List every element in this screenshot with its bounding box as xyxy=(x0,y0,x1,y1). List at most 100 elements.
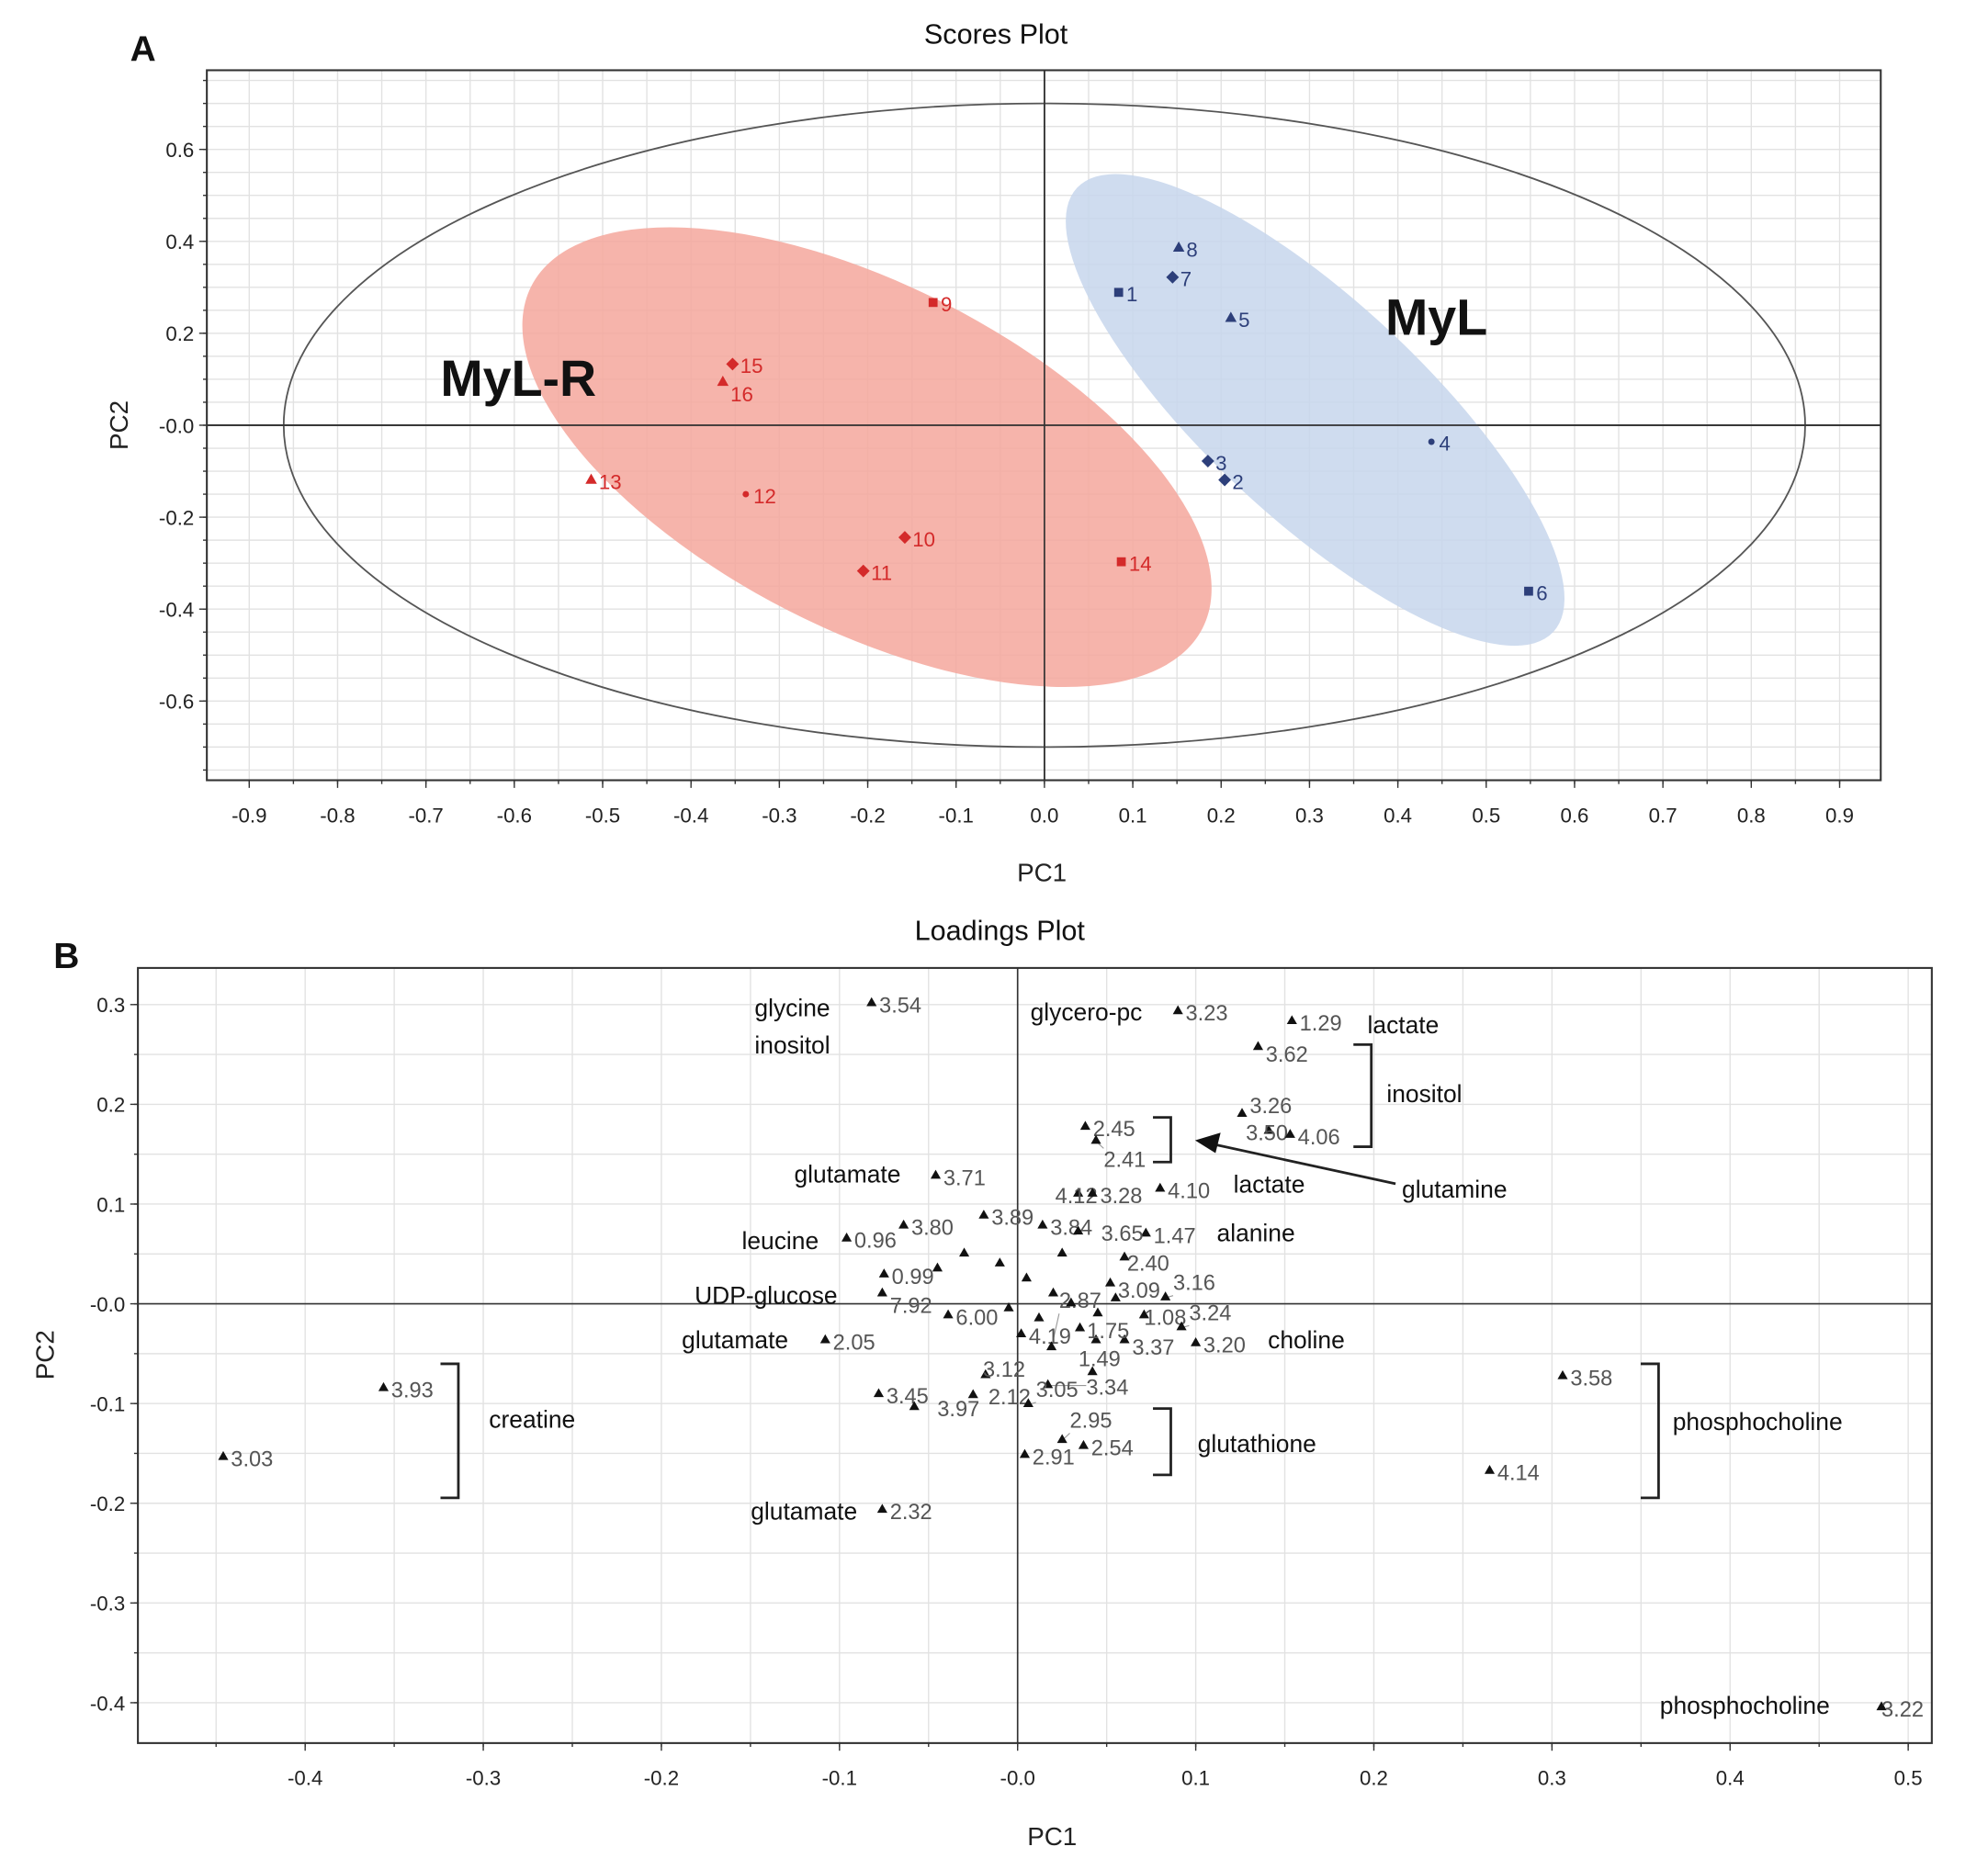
loading-label: 2.12 xyxy=(988,1386,1031,1410)
y-tick-label: -0.2 xyxy=(90,1492,125,1515)
loading-label: 0.96 xyxy=(854,1230,897,1254)
loading-label: 3.45 xyxy=(887,1385,929,1409)
x-tick-label: 0.3 xyxy=(1295,804,1324,827)
loading-point xyxy=(1160,1291,1171,1301)
loading-point xyxy=(876,1503,887,1514)
x-tick-label: -0.8 xyxy=(320,804,355,827)
y-tick-label: -0.0 xyxy=(159,414,194,437)
loading-label: 3.84 xyxy=(1050,1217,1092,1241)
point-label: 12 xyxy=(753,485,776,508)
loading-label: 3.80 xyxy=(911,1217,954,1241)
loading-label: 3.89 xyxy=(991,1207,1034,1231)
loading-point xyxy=(1092,1307,1103,1317)
point-label: 15 xyxy=(740,355,763,377)
bracket xyxy=(1640,1362,1660,1500)
metabolite-annotation: glutamine xyxy=(1402,1176,1507,1203)
x-tick-label: -0.3 xyxy=(762,804,796,827)
x-tick-label: 0.2 xyxy=(1360,1767,1388,1790)
plot-frame xyxy=(137,966,1933,1744)
bracket xyxy=(440,1362,460,1500)
point-square xyxy=(1524,586,1533,596)
loading-point xyxy=(1079,1120,1090,1131)
loading-point xyxy=(1073,1225,1084,1235)
x-tick-label: 0.8 xyxy=(1737,804,1766,827)
loading-point xyxy=(967,1389,978,1399)
group-ellipse-0 xyxy=(522,227,1212,688)
x-tick-label: 0.5 xyxy=(1472,804,1500,827)
loading-label: 2.45 xyxy=(1093,1118,1135,1142)
x-tick-label: -0.3 xyxy=(466,1767,501,1790)
point-label: 14 xyxy=(1129,552,1152,575)
loading-point xyxy=(1876,1701,1887,1711)
x-tick-label: -0.0 xyxy=(1000,1767,1035,1790)
metabolite-annotation: choline xyxy=(1268,1326,1345,1354)
x-tick-label: 0.4 xyxy=(1384,804,1412,827)
bracket xyxy=(1153,1407,1172,1477)
loading-label: 6.00 xyxy=(955,1306,998,1330)
grid xyxy=(138,967,1932,1743)
point-diamond xyxy=(726,357,740,371)
metabolite-annotation: UDP-glucose xyxy=(695,1282,838,1310)
loading-point xyxy=(1066,1297,1077,1307)
x-tick-label: -0.7 xyxy=(408,804,443,827)
loading-label: 2.91 xyxy=(1033,1446,1075,1470)
bracket xyxy=(1153,1116,1172,1164)
metabolite-annotation: glutamate xyxy=(751,1498,857,1526)
loading-label: 2.32 xyxy=(890,1501,932,1525)
loading-point xyxy=(1557,1369,1568,1379)
point-label: 1 xyxy=(1126,283,1137,306)
y-tick-label: 0.3 xyxy=(96,994,125,1017)
loading-point xyxy=(930,1169,942,1179)
x-tick-label: 0.1 xyxy=(1119,804,1147,827)
loading-point xyxy=(1087,1366,1098,1376)
point-label: 2 xyxy=(1232,470,1243,493)
point-label: 8 xyxy=(1186,239,1197,262)
loading-point xyxy=(1073,1188,1084,1197)
loading-label: 2.40 xyxy=(1127,1253,1169,1277)
point-square xyxy=(1113,287,1124,298)
point-label: 6 xyxy=(1536,581,1547,604)
loading-label: 3.05 xyxy=(1036,1379,1079,1402)
point-diamond xyxy=(898,531,911,545)
loading-point xyxy=(1263,1124,1274,1134)
loading-point xyxy=(819,1334,830,1344)
x-axis-label: PC1 xyxy=(1027,1822,1077,1851)
metabolite-annotation: leucine xyxy=(742,1227,819,1255)
point-label: 13 xyxy=(599,470,622,493)
panel-label: A xyxy=(130,30,156,70)
x-tick-label: -0.2 xyxy=(644,1767,679,1790)
loading-point xyxy=(876,1287,887,1297)
metabolite-annotation: phosphocholine xyxy=(1660,1692,1830,1719)
loading-point xyxy=(1119,1334,1130,1344)
leader-line xyxy=(1051,1313,1060,1348)
point-triangle xyxy=(1225,311,1237,322)
loading-label: 4.06 xyxy=(1298,1126,1340,1150)
loading-point xyxy=(1172,1005,1183,1015)
metabolite-annotation: glutamate xyxy=(794,1160,900,1188)
point-square xyxy=(1116,557,1126,567)
y-tick-label: -0.4 xyxy=(90,1692,125,1715)
loading-point xyxy=(943,1309,954,1319)
loading-label: 3.93 xyxy=(391,1379,434,1403)
loading-point xyxy=(1140,1227,1151,1237)
x-tick-label: -0.2 xyxy=(850,804,885,827)
loading-point xyxy=(1045,1341,1057,1351)
loading-label: 3.58 xyxy=(1570,1368,1612,1391)
loading-label: 3.12 xyxy=(983,1358,1025,1382)
loading-label: 1.75 xyxy=(1087,1320,1129,1344)
loading-point xyxy=(1043,1379,1054,1389)
loading-point xyxy=(873,1388,885,1398)
loading-point xyxy=(1191,1337,1202,1346)
loading-point xyxy=(218,1450,229,1460)
loading-point xyxy=(1022,1398,1034,1408)
loading-point xyxy=(1110,1292,1121,1301)
loading-point xyxy=(1176,1321,1187,1331)
loading-point xyxy=(1155,1182,1166,1192)
arrow-line xyxy=(1213,1143,1396,1186)
loading-label: 0.99 xyxy=(892,1266,934,1289)
loading-point xyxy=(1037,1219,1048,1229)
group-label: MyL-R xyxy=(440,350,596,407)
loading-label: 3.54 xyxy=(879,994,921,1018)
y-tick-label: -0.0 xyxy=(90,1293,125,1316)
